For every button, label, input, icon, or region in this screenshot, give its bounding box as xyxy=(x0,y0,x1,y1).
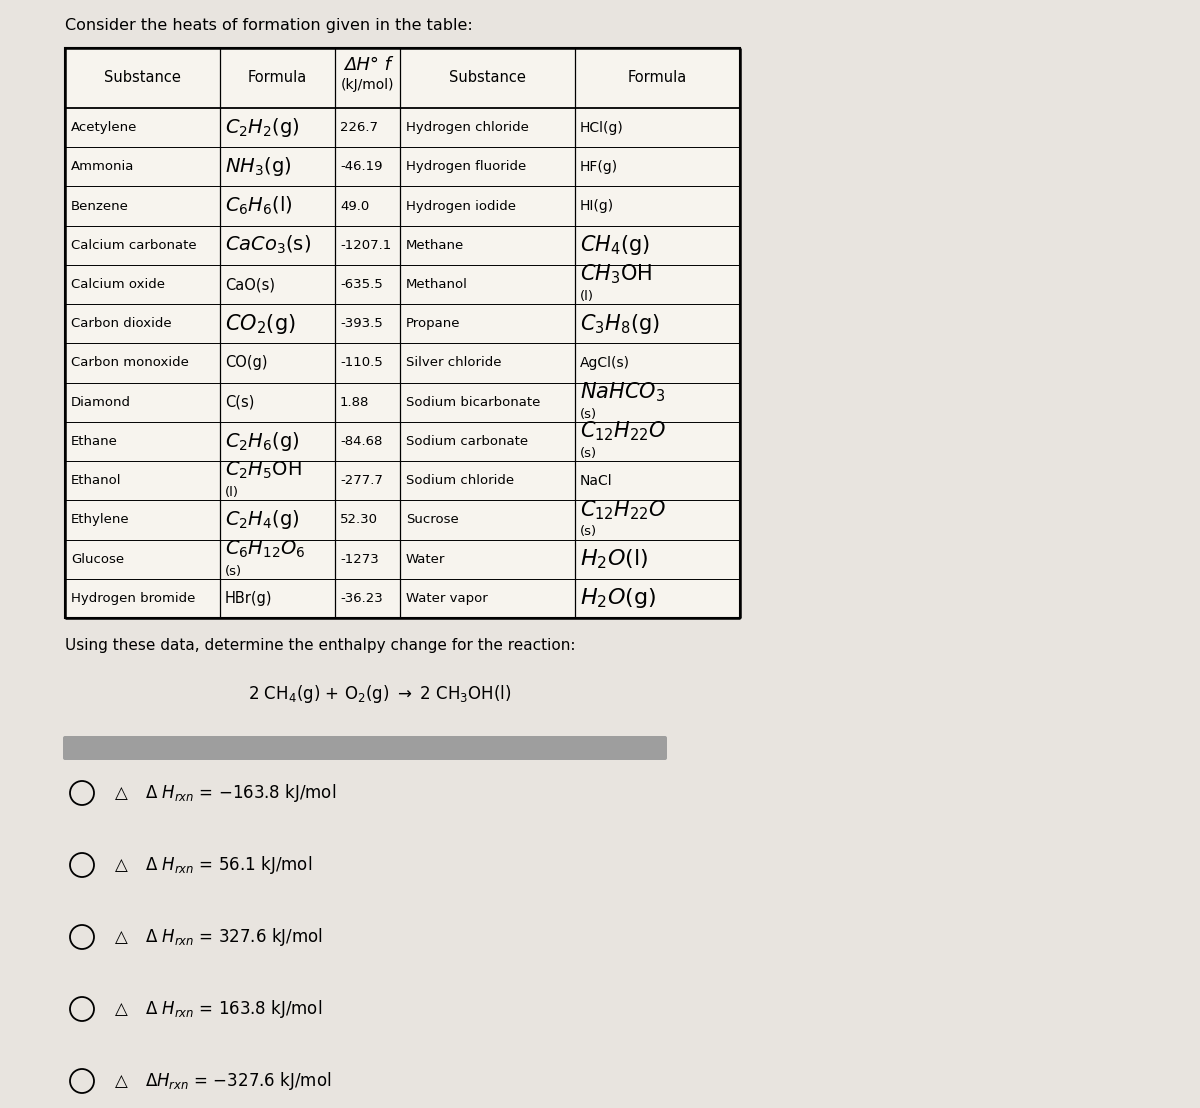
Text: Methane: Methane xyxy=(406,239,464,252)
Text: $CO_2$(g): $CO_2$(g) xyxy=(226,311,295,336)
Text: Substance: Substance xyxy=(449,71,526,85)
Text: △: △ xyxy=(115,1001,127,1018)
Text: $\Delta$ $H_{rxn}$ = 327.6 kJ/mol: $\Delta$ $H_{rxn}$ = 327.6 kJ/mol xyxy=(145,926,323,948)
Text: Substance: Substance xyxy=(104,71,181,85)
Text: -84.68: -84.68 xyxy=(340,435,383,448)
Text: $C_{12}H_{22}O$: $C_{12}H_{22}O$ xyxy=(580,499,666,522)
Text: 2 CH$_4$(g) + O$_2$(g) $\rightarrow$ 2 CH$_3$OH(l): 2 CH$_4$(g) + O$_2$(g) $\rightarrow$ 2 C… xyxy=(248,683,511,705)
Text: Ethanol: Ethanol xyxy=(71,474,121,488)
Text: Sodium carbonate: Sodium carbonate xyxy=(406,435,528,448)
Text: $CaCo_3$(s): $CaCo_3$(s) xyxy=(226,234,311,256)
Text: $\Delta$ $H_{rxn}$ = 56.1 kJ/mol: $\Delta$ $H_{rxn}$ = 56.1 kJ/mol xyxy=(145,854,312,876)
Text: △: △ xyxy=(115,856,127,874)
Text: $H_2O$(g): $H_2O$(g) xyxy=(580,586,656,611)
Text: (s): (s) xyxy=(580,525,598,538)
Text: Methanol: Methanol xyxy=(406,278,468,291)
Text: Formula: Formula xyxy=(628,71,688,85)
Text: $C_2H_6$(g): $C_2H_6$(g) xyxy=(226,430,300,453)
Text: Ethane: Ethane xyxy=(71,435,118,448)
Text: Carbon dioxide: Carbon dioxide xyxy=(71,317,172,330)
Text: Hydrogen chloride: Hydrogen chloride xyxy=(406,121,529,134)
Text: Ammonia: Ammonia xyxy=(71,161,134,173)
Text: -1207.1: -1207.1 xyxy=(340,239,391,252)
Text: Benzene: Benzene xyxy=(71,199,128,213)
Text: Sodium chloride: Sodium chloride xyxy=(406,474,514,488)
Text: $C_2H_4$(g): $C_2H_4$(g) xyxy=(226,509,300,532)
Text: (s): (s) xyxy=(226,565,242,577)
Text: HCl(g): HCl(g) xyxy=(580,121,624,134)
Text: $CH_3$OH: $CH_3$OH xyxy=(580,263,653,286)
Text: -46.19: -46.19 xyxy=(340,161,383,173)
Text: △: △ xyxy=(115,784,127,802)
Text: AgCl(s): AgCl(s) xyxy=(580,356,630,370)
Text: $C_2H_5$OH: $C_2H_5$OH xyxy=(226,460,301,481)
Text: -1273: -1273 xyxy=(340,553,379,566)
Text: Acetylene: Acetylene xyxy=(71,121,137,134)
Text: $C_2H_2$(g): $C_2H_2$(g) xyxy=(226,116,300,140)
Text: $C_{12}H_{22}O$: $C_{12}H_{22}O$ xyxy=(580,420,666,443)
Text: △: △ xyxy=(115,929,127,946)
Text: Consider the heats of formation given in the table:: Consider the heats of formation given in… xyxy=(65,18,473,33)
Text: (s): (s) xyxy=(580,408,598,421)
Text: -635.5: -635.5 xyxy=(340,278,383,291)
Text: HF(g): HF(g) xyxy=(580,160,618,174)
Text: Sucrose: Sucrose xyxy=(406,513,458,526)
Text: Sodium bicarbonate: Sodium bicarbonate xyxy=(406,396,540,409)
Text: $NH_3$(g): $NH_3$(g) xyxy=(226,155,292,178)
Text: 52.30: 52.30 xyxy=(340,513,378,526)
Text: $C_6H_6$(l): $C_6H_6$(l) xyxy=(226,195,293,217)
Text: 226.7: 226.7 xyxy=(340,121,378,134)
Text: NaCl: NaCl xyxy=(580,474,613,488)
Text: Calcium oxide: Calcium oxide xyxy=(71,278,166,291)
Text: (l): (l) xyxy=(580,290,594,304)
Text: △: △ xyxy=(115,1073,127,1090)
Text: 49.0: 49.0 xyxy=(340,199,370,213)
Text: $C_3H_8$(g): $C_3H_8$(g) xyxy=(580,311,660,336)
Text: Hydrogen fluoride: Hydrogen fluoride xyxy=(406,161,527,173)
Text: $\Delta$ $H_{rxn}$ = $-$163.8 kJ/mol: $\Delta$ $H_{rxn}$ = $-$163.8 kJ/mol xyxy=(145,782,336,804)
Text: CaO(s): CaO(s) xyxy=(226,277,275,293)
Text: Glucose: Glucose xyxy=(71,553,124,566)
Text: (kJ/mol): (kJ/mol) xyxy=(341,78,395,92)
Text: Calcium carbonate: Calcium carbonate xyxy=(71,239,197,252)
Text: Formula: Formula xyxy=(248,71,307,85)
Text: -277.7: -277.7 xyxy=(340,474,383,488)
Text: Using these data, determine the enthalpy change for the reaction:: Using these data, determine the enthalpy… xyxy=(65,638,576,653)
Bar xyxy=(65,48,740,618)
Text: Diamond: Diamond xyxy=(71,396,131,409)
Text: $H_2O$(l): $H_2O$(l) xyxy=(580,547,648,571)
Text: Water: Water xyxy=(406,553,445,566)
Text: $\Delta H_{rxn}$ = $-$327.6 kJ/mol: $\Delta H_{rxn}$ = $-$327.6 kJ/mol xyxy=(145,1070,331,1092)
Text: (s): (s) xyxy=(580,447,598,460)
Text: ΔH° f: ΔH° f xyxy=(344,57,391,74)
Text: CO(g): CO(g) xyxy=(226,356,268,370)
Text: Hydrogen iodide: Hydrogen iodide xyxy=(406,199,516,213)
Text: Propane: Propane xyxy=(406,317,461,330)
Text: 1.88: 1.88 xyxy=(340,396,370,409)
Text: $C_6H_{12}O_6$: $C_6H_{12}O_6$ xyxy=(226,538,306,560)
Text: $\Delta$ $H_{rxn}$ = 163.8 kJ/mol: $\Delta$ $H_{rxn}$ = 163.8 kJ/mol xyxy=(145,998,323,1020)
Text: Silver chloride: Silver chloride xyxy=(406,357,502,369)
Text: Hydrogen bromide: Hydrogen bromide xyxy=(71,592,196,605)
Text: -393.5: -393.5 xyxy=(340,317,383,330)
Text: -110.5: -110.5 xyxy=(340,357,383,369)
Text: C(s): C(s) xyxy=(226,394,254,410)
Text: Ethylene: Ethylene xyxy=(71,513,130,526)
Text: HI(g): HI(g) xyxy=(580,199,614,213)
Text: (l): (l) xyxy=(226,486,239,500)
Text: Water vapor: Water vapor xyxy=(406,592,487,605)
Text: $CH_4$(g): $CH_4$(g) xyxy=(580,234,650,257)
Text: Carbon monoxide: Carbon monoxide xyxy=(71,357,188,369)
FancyBboxPatch shape xyxy=(64,736,667,760)
Text: HBr(g): HBr(g) xyxy=(226,591,272,606)
Text: -36.23: -36.23 xyxy=(340,592,383,605)
Text: $NaHCO_3$: $NaHCO_3$ xyxy=(580,380,665,404)
